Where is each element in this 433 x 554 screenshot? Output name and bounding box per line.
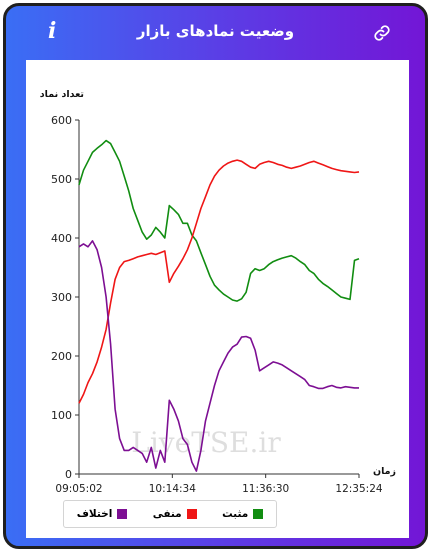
legend-swatch-negative [186, 509, 197, 519]
chart-legend: مثبت منفی اختلاف [63, 500, 277, 528]
series-line-difference [78, 240, 359, 472]
chart-axes: 0 100 200 300 400 500 600 09:05:02 10:14:34 11:36… [51, 114, 383, 495]
card-title: وضعیت نمادهای بازار [136, 22, 295, 40]
market-status-chart: 0 100 200 300 400 500 600 09:05:02 10:14:34 11:36… [40, 89, 396, 495]
legend-swatch-difference [117, 509, 128, 519]
x-tick-label: 09:05:02 [55, 483, 102, 495]
y-tick-label: 100 [51, 409, 72, 422]
market-status-card: i وضعیت نمادهای بازار 0 100 200 300 400 500 60… [3, 3, 428, 549]
watermark-text: LiveTSE.ir [131, 426, 281, 459]
card-header: i وضعیت نمادهای بازار [6, 6, 425, 58]
link-icon[interactable] [373, 24, 391, 42]
x-tick-label: 12:35:24 [335, 483, 382, 495]
y-tick-label: 300 [51, 291, 72, 304]
y-axis-label: تعداد نماد [40, 89, 84, 100]
info-icon[interactable]: i [48, 18, 57, 44]
x-axis-label: زمان [373, 466, 396, 477]
legend-item-negative[interactable]: منفی [153, 508, 197, 520]
x-tick-label: 11:36:30 [242, 483, 289, 495]
y-tick-label: 0 [65, 468, 72, 481]
y-tick-label: 600 [51, 114, 72, 127]
series-line-positive [78, 139, 360, 302]
legend-label-positive: مثبت [222, 508, 249, 520]
x-tick-label: 10:14:34 [149, 483, 196, 495]
y-tick-label: 200 [51, 350, 72, 363]
legend-item-difference[interactable]: اختلاف [77, 508, 128, 520]
series-layer [78, 139, 360, 472]
y-tick-label: 400 [51, 232, 72, 245]
series-line-negative [78, 159, 360, 404]
legend-label-difference: اختلاف [76, 508, 113, 520]
chart-panel: 0 100 200 300 400 500 600 09:05:02 10:14:34 11:36… [26, 60, 409, 538]
legend-swatch-positive [253, 509, 264, 519]
legend-item-positive[interactable]: مثبت [222, 508, 264, 520]
y-tick-label: 500 [51, 173, 72, 186]
legend-label-negative: منفی [152, 508, 182, 520]
